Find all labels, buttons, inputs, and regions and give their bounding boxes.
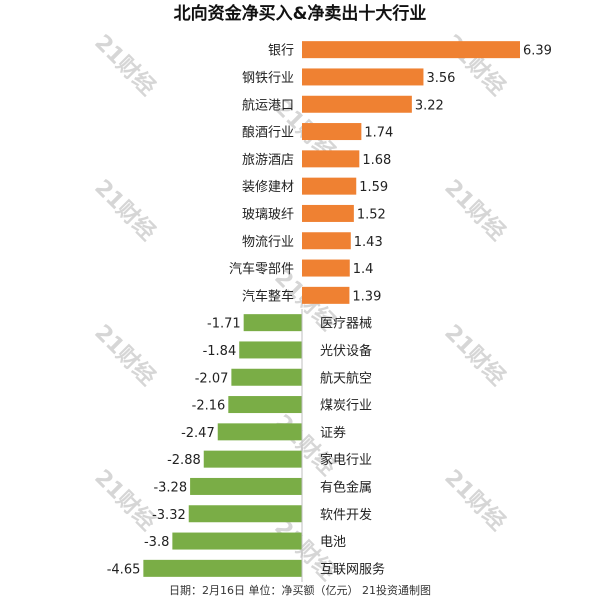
category-label-8: 汽车零部件 xyxy=(229,261,294,277)
bar-1 xyxy=(302,68,424,86)
category-label-11: 光伏设备 xyxy=(320,343,372,359)
category-label-5: 装修建材 xyxy=(242,180,294,195)
value-label-2: 3.22 xyxy=(415,98,444,113)
category-label-10: 医疗器械 xyxy=(320,317,372,332)
value-label-18: -3.8 xyxy=(144,535,169,550)
bar-7 xyxy=(302,232,351,250)
category-label-6: 玻璃玻纤 xyxy=(242,207,294,222)
category-label-0: 银行 xyxy=(268,44,294,59)
category-label-9: 汽车整车 xyxy=(242,288,294,304)
bar-12 xyxy=(231,368,302,386)
value-label-19: -4.65 xyxy=(107,562,141,577)
category-label-15: 家电行业 xyxy=(320,452,372,468)
bar-3 xyxy=(302,123,362,141)
category-label-16: 有色金属 xyxy=(320,479,372,495)
value-label-3: 1.74 xyxy=(364,126,393,141)
category-label-2: 航运港口 xyxy=(242,97,294,113)
category-label-4: 旅游酒店 xyxy=(242,153,294,168)
bar-14 xyxy=(217,423,302,441)
bar-10 xyxy=(243,314,302,332)
bar-11 xyxy=(239,341,302,359)
bar-9 xyxy=(302,286,350,304)
value-label-10: -1.71 xyxy=(207,317,241,332)
chart-title: 北向资金净买入&净卖出十大行业 xyxy=(174,3,427,24)
watermark-10: 21财经 xyxy=(439,464,510,535)
watermark-0: 21财经 xyxy=(89,29,160,100)
bar-18 xyxy=(172,532,302,550)
category-label-1: 钢铁行业 xyxy=(242,71,294,86)
value-label-0: 6.39 xyxy=(523,44,552,59)
value-label-1: 3.56 xyxy=(426,71,455,86)
value-label-6: 1.52 xyxy=(357,207,386,222)
value-label-12: -2.07 xyxy=(195,371,229,386)
bar-16 xyxy=(190,477,302,495)
bar-15 xyxy=(203,450,302,468)
category-label-17: 软件开发 xyxy=(320,507,372,523)
bar-19 xyxy=(143,559,302,577)
category-label-18: 电池 xyxy=(320,535,346,550)
value-label-16: -3.28 xyxy=(153,480,187,495)
value-label-13: -2.16 xyxy=(192,399,226,414)
value-label-14: -2.47 xyxy=(181,426,215,441)
watermark-5: 21财经 xyxy=(439,174,510,245)
bar-17 xyxy=(188,505,302,523)
value-label-15: -2.88 xyxy=(167,453,201,468)
category-label-12: 航天航空 xyxy=(320,370,372,386)
bar-series: 银行 6.39 钢铁行业 3.56 航运港口 3.22 酿酒行业 1.74 旅游酒店 1.68 装修… xyxy=(107,41,552,577)
watermark-2: 21财经 xyxy=(439,29,510,100)
bar-13 xyxy=(228,396,302,414)
value-label-4: 1.68 xyxy=(362,153,391,168)
value-label-17: -3.32 xyxy=(152,508,186,523)
bar-5 xyxy=(302,177,357,195)
category-label-19: 互联网服务 xyxy=(320,561,385,577)
watermark-9: 21财经 xyxy=(89,464,160,535)
watermark-8: 21财经 xyxy=(439,319,510,390)
category-label-14: 证券 xyxy=(320,425,346,441)
value-label-8: 1.4 xyxy=(353,262,374,277)
value-label-7: 1.43 xyxy=(354,235,383,250)
bar-6 xyxy=(302,204,354,222)
bar-4 xyxy=(302,150,360,168)
category-label-7: 物流行业 xyxy=(242,235,294,250)
watermark-7: 21财经 xyxy=(269,409,340,480)
bar-0 xyxy=(302,41,520,59)
watermark-6: 21财经 xyxy=(89,319,160,390)
category-label-3: 酿酒行业 xyxy=(242,125,294,141)
bar-8 xyxy=(302,259,350,277)
chart-footer: 日期：2月16日 单位：净买额（亿元） 21投资通制图 xyxy=(169,583,431,597)
value-label-5: 1.59 xyxy=(359,180,388,195)
watermark-3: 21财经 xyxy=(89,174,160,245)
bar-2 xyxy=(302,95,412,113)
value-label-9: 1.39 xyxy=(352,289,381,304)
category-label-13: 煤炭行业 xyxy=(320,399,372,414)
value-label-11: -1.84 xyxy=(203,344,237,359)
